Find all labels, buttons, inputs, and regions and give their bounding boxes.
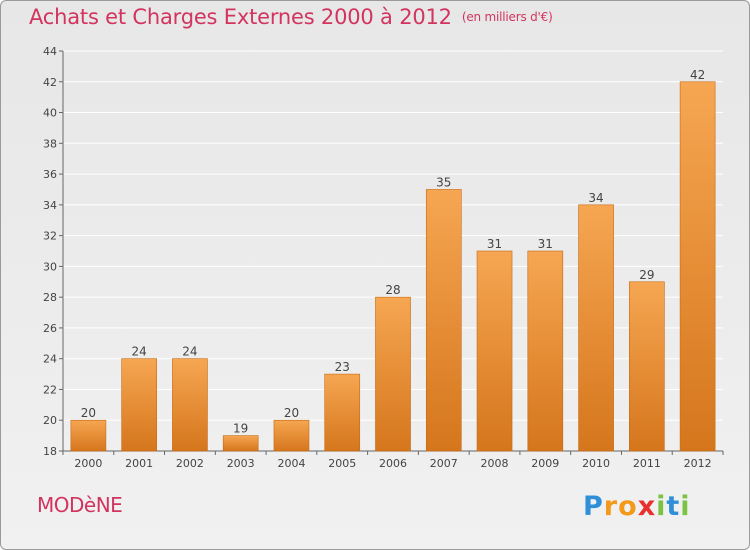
bar [222, 435, 259, 452]
y-tick-label: 32 [43, 230, 57, 243]
data-label: 24 [132, 345, 147, 359]
chart-title-text: Achats et Charges Externes 2000 à 2012 [29, 5, 452, 29]
logo-letter: r [603, 491, 619, 522]
y-tick-label: 40 [43, 107, 57, 120]
logo-letter: o [618, 491, 638, 522]
bar [476, 250, 513, 452]
bar [273, 419, 310, 452]
data-label: 31 [487, 237, 502, 251]
x-tick-label: 2010 [582, 457, 610, 470]
x-tick-label: 2005 [328, 457, 356, 470]
y-tick-label: 34 [43, 199, 57, 212]
y-tick-label: 28 [43, 291, 57, 304]
city-name: MODèNE [37, 493, 123, 517]
x-tick-label: 2012 [684, 457, 712, 470]
x-tick-label: 2003 [227, 457, 255, 470]
data-label: 28 [385, 283, 400, 297]
y-tick-label: 30 [43, 260, 57, 273]
y-tick-label: 24 [43, 353, 57, 366]
x-tick-label: 2000 [74, 457, 102, 470]
x-tick-label: 2004 [277, 457, 305, 470]
x-tick-label: 2009 [531, 457, 559, 470]
y-tick-label: 20 [43, 414, 57, 427]
x-tick-label: 2001 [125, 457, 153, 470]
bar [70, 419, 107, 452]
data-label: 29 [639, 268, 654, 282]
x-tick-label: 2006 [379, 457, 407, 470]
y-tick-label: 22 [43, 383, 57, 396]
y-tick-label: 18 [43, 445, 57, 458]
y-tick-label: 42 [43, 76, 57, 89]
y-tick-label: 38 [43, 137, 57, 150]
x-tick-label: 2008 [481, 457, 509, 470]
x-tick-label: 2007 [430, 457, 458, 470]
bar [527, 250, 564, 452]
data-label: 31 [538, 237, 553, 251]
bar [375, 296, 411, 452]
data-label: 24 [182, 345, 197, 359]
bars [70, 81, 716, 452]
chart-subtitle: (en milliers d'€) [461, 10, 553, 24]
data-label: 34 [588, 191, 603, 205]
bar [629, 281, 665, 452]
chart-title: Achats et Charges Externes 2000 à 2012 (e… [29, 5, 553, 29]
y-tick-label: 36 [43, 168, 57, 181]
logo-letter: i [680, 491, 691, 522]
logo-letter: x [637, 491, 657, 522]
data-label: 19 [233, 422, 248, 436]
logo-letter: t [666, 491, 681, 522]
data-label: 42 [690, 68, 705, 82]
y-tick-label: 44 [43, 45, 57, 58]
bar [324, 373, 361, 452]
data-label: 35 [436, 175, 451, 189]
logo-letter: i [656, 491, 667, 522]
labels: 18 20 22 24 26 28 30 32 34 36 38 40 42 44 2000 20 2001 24… [43, 45, 712, 470]
y-tick-label: 26 [43, 322, 57, 335]
data-label: 20 [81, 406, 96, 420]
bar [679, 81, 716, 452]
bar [121, 358, 157, 452]
data-label: 20 [284, 406, 299, 420]
logo-letter: P [583, 491, 604, 522]
proxiti-logo: Proxiti [583, 491, 691, 522]
data-label: 23 [335, 360, 350, 374]
x-tick-label: 2011 [633, 457, 661, 470]
bar [425, 189, 462, 452]
bar [578, 204, 614, 452]
bar [172, 358, 208, 452]
x-tick-label: 2002 [176, 457, 204, 470]
